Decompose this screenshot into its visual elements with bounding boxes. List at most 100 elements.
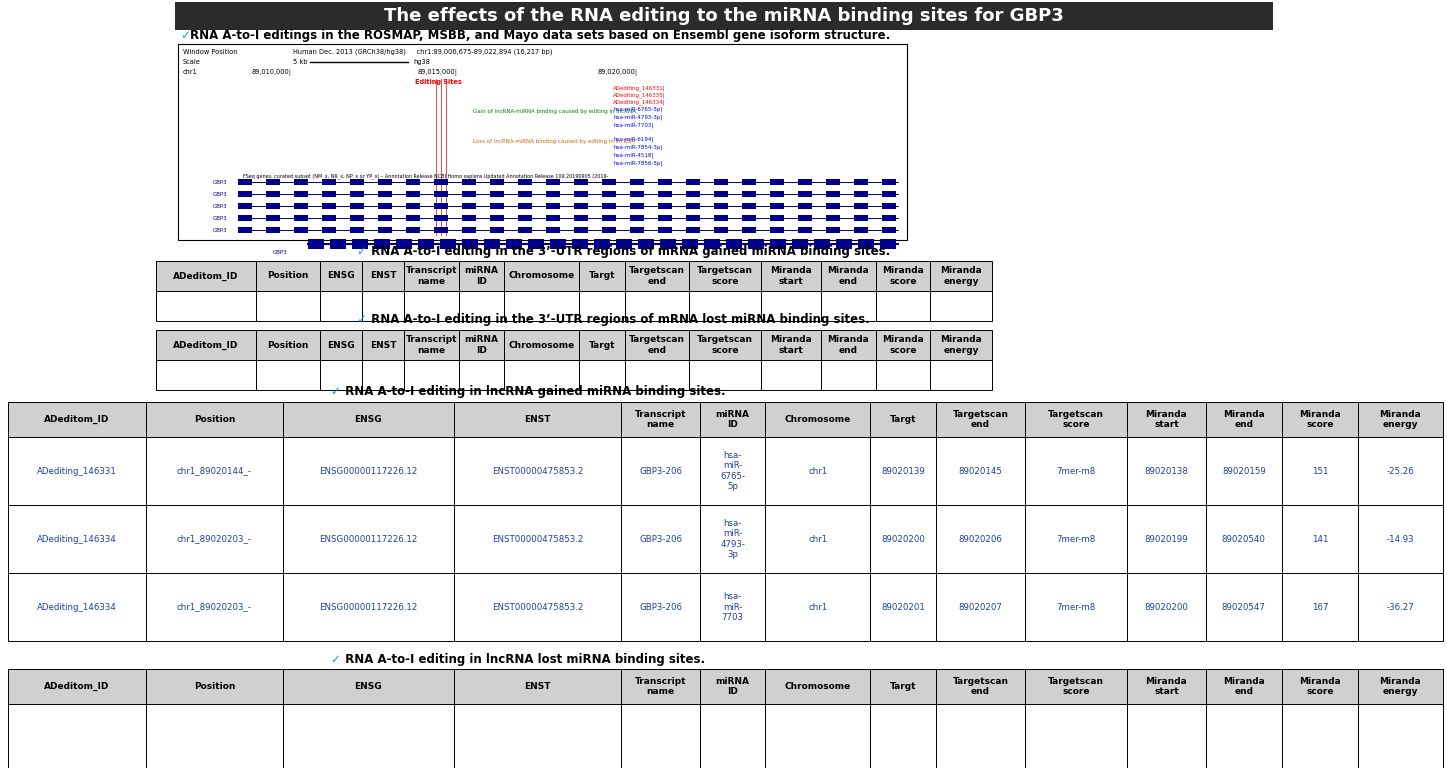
Text: Chromosome: Chromosome (508, 340, 574, 349)
Text: Miranda
start: Miranda start (770, 336, 812, 355)
Text: Targt: Targt (589, 272, 615, 280)
FancyBboxPatch shape (883, 203, 896, 209)
FancyBboxPatch shape (770, 179, 784, 185)
FancyBboxPatch shape (407, 215, 420, 221)
FancyBboxPatch shape (1127, 402, 1205, 437)
Text: Targetscan
score: Targetscan score (1048, 677, 1104, 697)
Text: Window Position: Window Position (182, 49, 237, 55)
Text: chr1_89020203_-: chr1_89020203_- (177, 535, 252, 544)
FancyBboxPatch shape (854, 215, 868, 221)
FancyBboxPatch shape (574, 227, 587, 233)
FancyBboxPatch shape (700, 437, 765, 505)
FancyBboxPatch shape (765, 704, 870, 768)
Text: ADeditom_ID: ADeditom_ID (174, 271, 239, 280)
FancyBboxPatch shape (434, 203, 449, 209)
FancyBboxPatch shape (175, 2, 1273, 30)
Text: 7mer-m8: 7mer-m8 (1056, 466, 1095, 475)
FancyBboxPatch shape (854, 191, 868, 197)
FancyBboxPatch shape (686, 215, 700, 221)
FancyBboxPatch shape (854, 179, 868, 185)
Text: hsa-
miR-
4793-
3p: hsa- miR- 4793- 3p (721, 519, 745, 559)
FancyBboxPatch shape (602, 215, 616, 221)
FancyBboxPatch shape (505, 360, 579, 390)
FancyBboxPatch shape (713, 203, 728, 209)
FancyBboxPatch shape (761, 360, 820, 390)
FancyBboxPatch shape (323, 215, 336, 221)
FancyBboxPatch shape (797, 191, 812, 197)
FancyBboxPatch shape (770, 239, 786, 249)
FancyBboxPatch shape (1357, 505, 1443, 573)
Text: Position: Position (194, 682, 234, 691)
Text: Miranda
start: Miranda start (770, 266, 812, 286)
FancyBboxPatch shape (491, 191, 504, 197)
Text: hsa-
miR-
7703: hsa- miR- 7703 (722, 592, 744, 622)
Text: miRNA
ID: miRNA ID (716, 677, 750, 697)
FancyBboxPatch shape (858, 239, 874, 249)
Text: ENSG: ENSG (355, 682, 382, 691)
Text: 89020207: 89020207 (958, 603, 1003, 611)
FancyBboxPatch shape (237, 179, 252, 185)
Text: 89020139: 89020139 (881, 466, 925, 475)
FancyBboxPatch shape (491, 227, 504, 233)
Text: chr1_89020203_-: chr1_89020203_- (177, 603, 252, 611)
FancyBboxPatch shape (1282, 704, 1357, 768)
FancyBboxPatch shape (462, 179, 476, 185)
FancyBboxPatch shape (330, 239, 346, 249)
FancyBboxPatch shape (1127, 573, 1205, 641)
Text: hsa-miR-6194|: hsa-miR-6194| (614, 136, 654, 142)
FancyBboxPatch shape (284, 669, 453, 704)
FancyBboxPatch shape (621, 669, 700, 704)
Text: chr1: chr1 (809, 466, 828, 475)
FancyBboxPatch shape (826, 179, 841, 185)
FancyBboxPatch shape (880, 239, 896, 249)
FancyBboxPatch shape (1127, 669, 1205, 704)
FancyBboxPatch shape (459, 291, 505, 321)
FancyBboxPatch shape (453, 402, 621, 437)
FancyBboxPatch shape (404, 330, 459, 360)
FancyBboxPatch shape (658, 203, 671, 209)
FancyBboxPatch shape (1282, 669, 1357, 704)
FancyBboxPatch shape (713, 227, 728, 233)
FancyBboxPatch shape (689, 261, 761, 291)
FancyBboxPatch shape (294, 191, 308, 197)
FancyBboxPatch shape (742, 191, 755, 197)
FancyBboxPatch shape (350, 227, 365, 233)
Text: Editing Sites: Editing Sites (414, 79, 462, 85)
FancyBboxPatch shape (362, 291, 404, 321)
Text: Targt: Targt (589, 340, 615, 349)
FancyBboxPatch shape (9, 505, 146, 573)
FancyBboxPatch shape (407, 191, 420, 197)
FancyBboxPatch shape (742, 179, 755, 185)
Text: miRNA
ID: miRNA ID (716, 410, 750, 429)
Text: Scale: Scale (182, 59, 201, 65)
FancyBboxPatch shape (621, 704, 700, 768)
FancyBboxPatch shape (320, 360, 362, 390)
FancyBboxPatch shape (156, 261, 256, 291)
FancyBboxPatch shape (700, 669, 765, 704)
FancyBboxPatch shape (1357, 669, 1443, 704)
FancyBboxPatch shape (459, 330, 505, 360)
FancyBboxPatch shape (146, 437, 284, 505)
Text: -36.27: -36.27 (1386, 603, 1414, 611)
FancyBboxPatch shape (713, 191, 728, 197)
FancyBboxPatch shape (870, 669, 936, 704)
FancyBboxPatch shape (418, 239, 434, 249)
FancyBboxPatch shape (284, 437, 453, 505)
FancyBboxPatch shape (9, 402, 146, 437)
FancyBboxPatch shape (404, 261, 459, 291)
FancyBboxPatch shape (434, 191, 449, 197)
FancyBboxPatch shape (742, 215, 755, 221)
FancyBboxPatch shape (404, 291, 459, 321)
Text: Miranda
end: Miranda end (1223, 410, 1265, 429)
FancyBboxPatch shape (256, 291, 320, 321)
FancyBboxPatch shape (373, 239, 391, 249)
Text: chr1: chr1 (809, 603, 828, 611)
FancyBboxPatch shape (815, 239, 831, 249)
Text: Position: Position (268, 272, 308, 280)
Text: Transcript
name: Transcript name (635, 410, 686, 429)
FancyBboxPatch shape (574, 203, 587, 209)
FancyBboxPatch shape (689, 291, 761, 321)
Text: -25.26: -25.26 (1386, 466, 1414, 475)
Text: Targt: Targt (890, 682, 916, 691)
FancyBboxPatch shape (930, 330, 993, 360)
